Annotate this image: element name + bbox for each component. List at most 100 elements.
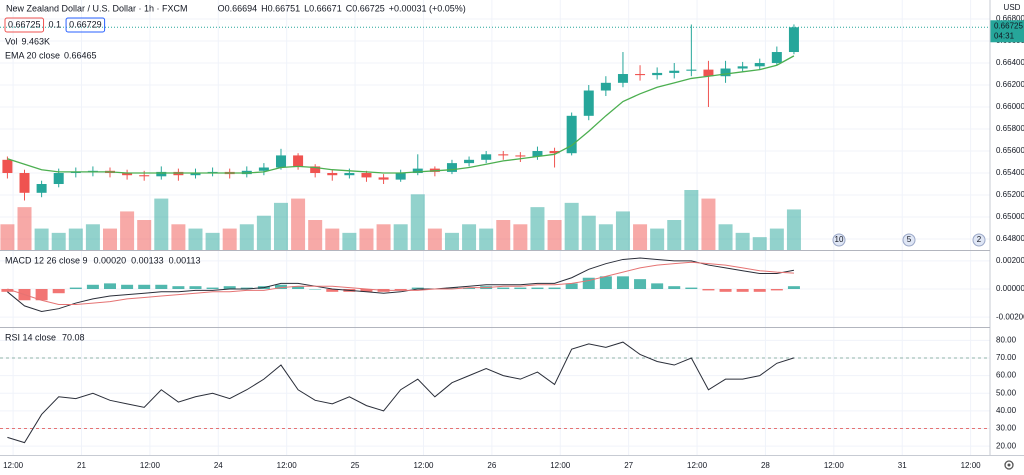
ohlc-value: H0.66751 [261,3,300,13]
histogram-bar [582,277,595,289]
last-price-label: 0.66725 [994,21,1023,30]
candle-body [395,173,406,180]
candle-body [327,173,338,176]
y-tick-label: 0.65800 [996,124,1024,133]
histogram-bar [514,287,527,289]
settings-icon-center[interactable] [1007,463,1011,467]
candle-body [686,69,697,71]
x-tick-label: 12:00 [824,461,845,470]
histogram-bar [240,287,253,289]
volume-bar [718,224,733,250]
volume-bar [154,198,169,250]
x-tick-label: 12:00 [687,461,708,470]
series-line [7,55,795,174]
histogram-bar [565,283,578,289]
x-tick-label: 12:00 [140,461,161,470]
histogram-bar [787,286,800,289]
histogram-bar [719,289,732,292]
series-line [7,257,795,313]
volume-bar [51,232,66,250]
candle-body [737,66,748,69]
volume-bar [701,198,716,250]
legend-name: EMA 20 close [5,50,60,60]
legend-name: Vol [5,36,18,46]
candle-body [139,175,150,177]
histogram-bar [463,287,476,289]
candle-body [344,173,355,176]
y-tick-label: 60.00 [996,371,1017,380]
event-badge[interactable] [972,233,986,247]
volume-bar [547,220,562,250]
candle-body [2,159,13,174]
volume-bar [188,228,203,250]
buy-price-box[interactable] [65,17,106,33]
candle-body [600,82,611,91]
candle-body [446,163,457,172]
candle-body [310,166,321,174]
y-tick-label: 80.00 [996,335,1017,344]
volume-bar [427,228,442,250]
x-tick-label: 12:00 [3,461,24,470]
event-badge-count[interactable]: 10 [835,235,844,244]
ohlc-value: O0.66694 [218,3,258,13]
histogram-bar [497,287,510,289]
volume-bar [444,232,459,250]
histogram-bar [668,286,681,289]
histogram-bar [651,283,664,289]
y-tick-label: -0.00200 [996,312,1024,321]
volume-bar [273,202,288,250]
candle-body [669,70,680,73]
y-tick-label: 0.66400 [996,58,1024,67]
volume-bar [410,194,425,250]
ohlc-value: C0.66725 [346,3,385,13]
volume-bar [222,228,237,250]
buy-price[interactable]: 0.66729 [69,19,102,29]
volume-bar [137,220,152,250]
event-badge-count[interactable]: 2 [977,235,982,244]
volume-bar [325,228,340,250]
volume-bar [393,224,408,250]
volume-bar [650,228,665,250]
sell-price-box[interactable] [4,17,45,33]
histogram-bar [685,287,698,289]
settings-button[interactable] [1004,460,1014,470]
histogram-bar [599,276,612,289]
histogram-bar [292,286,305,289]
volume-bar [496,220,511,250]
histogram-bar [1,289,14,292]
histogram-bar [326,289,339,292]
candle-body [275,155,286,168]
volume-bar [462,224,477,250]
candle-body [53,173,64,185]
sell-price[interactable]: 0.66725 [8,19,41,29]
candle-body [532,151,543,157]
histogram-bar [770,289,783,291]
volume-bar [581,215,596,250]
candle-body [583,90,594,116]
histogram-bar [189,286,202,289]
y-tick-label: 0.00200 [996,256,1024,265]
volume-bar [786,209,801,250]
y-tick-label: 0.00000 [996,284,1024,293]
candle-body [378,177,389,180]
volume-bar [68,228,83,250]
y-tick-label: 40.00 [996,406,1017,415]
histogram-bar [121,284,134,289]
legend-value: 0.00020 [94,255,127,265]
event-badge[interactable] [902,233,916,247]
histogram-bar [411,287,424,289]
histogram-bar [69,287,82,289]
event-badge-count[interactable]: 5 [907,235,912,244]
event-badge[interactable] [832,233,846,247]
y-tick-label: 0.65000 [996,212,1024,221]
volume-bar [598,224,613,250]
candle-body [156,171,167,177]
spread: 0.1 [49,19,62,29]
histogram-bar [702,289,715,291]
histogram-bar [445,287,458,289]
settings-icon[interactable] [1004,460,1014,470]
candle-body [754,63,765,67]
histogram-bar [35,289,48,301]
